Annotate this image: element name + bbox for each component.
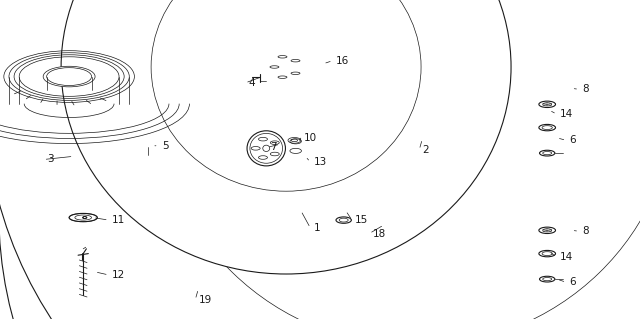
Text: 15: 15 bbox=[355, 215, 369, 225]
Ellipse shape bbox=[70, 129, 119, 177]
Text: 8: 8 bbox=[582, 226, 589, 236]
Ellipse shape bbox=[259, 156, 268, 159]
Text: 14: 14 bbox=[560, 109, 573, 119]
Text: 6: 6 bbox=[570, 277, 576, 287]
Ellipse shape bbox=[410, 211, 419, 213]
Text: 18: 18 bbox=[372, 228, 386, 239]
Text: 8: 8 bbox=[582, 84, 589, 94]
Ellipse shape bbox=[88, 146, 102, 160]
Ellipse shape bbox=[291, 72, 300, 75]
Ellipse shape bbox=[43, 66, 95, 87]
Ellipse shape bbox=[396, 94, 404, 97]
Text: 16: 16 bbox=[336, 56, 349, 66]
Text: 14: 14 bbox=[560, 252, 573, 262]
Ellipse shape bbox=[291, 59, 300, 62]
Ellipse shape bbox=[270, 152, 279, 156]
Text: 4: 4 bbox=[248, 78, 255, 88]
Ellipse shape bbox=[278, 76, 287, 78]
Text: 3: 3 bbox=[47, 154, 53, 165]
Ellipse shape bbox=[252, 146, 260, 150]
Text: 1: 1 bbox=[314, 223, 320, 233]
Ellipse shape bbox=[406, 109, 415, 112]
Ellipse shape bbox=[406, 79, 415, 82]
Ellipse shape bbox=[420, 226, 429, 228]
Ellipse shape bbox=[61, 0, 511, 274]
Ellipse shape bbox=[152, 119, 232, 200]
Text: 7: 7 bbox=[270, 142, 276, 152]
Ellipse shape bbox=[79, 137, 111, 169]
Ellipse shape bbox=[370, 51, 462, 140]
Ellipse shape bbox=[285, 164, 297, 175]
Ellipse shape bbox=[278, 56, 287, 58]
Ellipse shape bbox=[270, 66, 279, 68]
Ellipse shape bbox=[253, 36, 319, 98]
Ellipse shape bbox=[384, 167, 476, 257]
Text: 10: 10 bbox=[304, 133, 317, 143]
Text: 11: 11 bbox=[112, 215, 125, 225]
Ellipse shape bbox=[259, 137, 268, 141]
Text: 6: 6 bbox=[570, 135, 576, 145]
Ellipse shape bbox=[438, 202, 447, 204]
Text: 12: 12 bbox=[112, 270, 125, 280]
Text: 13: 13 bbox=[314, 157, 327, 167]
Ellipse shape bbox=[256, 134, 326, 204]
Text: 19: 19 bbox=[198, 295, 212, 305]
Text: 2: 2 bbox=[422, 145, 429, 155]
Ellipse shape bbox=[282, 160, 300, 178]
Ellipse shape bbox=[424, 85, 433, 88]
Ellipse shape bbox=[438, 220, 447, 223]
Ellipse shape bbox=[270, 141, 279, 145]
Ellipse shape bbox=[424, 104, 433, 106]
Ellipse shape bbox=[420, 196, 429, 198]
Text: 5: 5 bbox=[162, 141, 168, 151]
